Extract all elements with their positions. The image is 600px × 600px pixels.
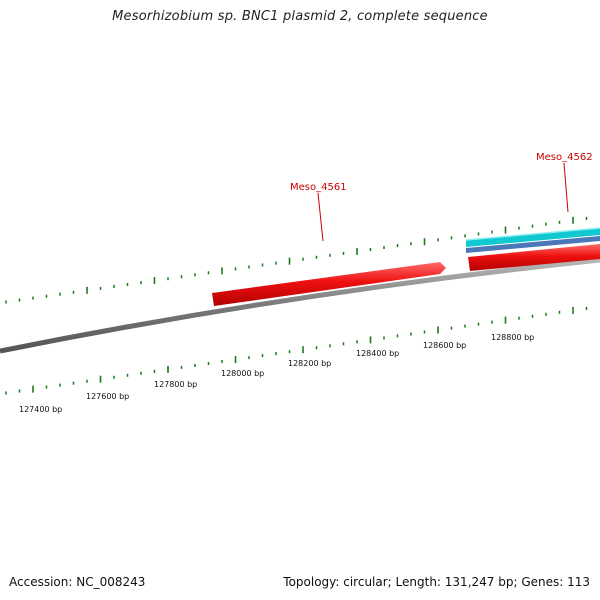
plasmid-backbone [0,257,600,354]
upper-ruler-ticks [5,216,588,304]
gene-meso-4561[interactable] [212,262,446,306]
ruler-label-127400: 127400 bp [19,405,62,414]
feature-cyan [466,228,600,247]
ruler-label-127800: 127800 bp [154,380,197,389]
gene-label-leader-4562 [563,162,569,213]
ruler-label-128200: 128200 bp [288,359,331,368]
feature-blue [466,236,600,253]
accession-text: Accession: NC_008243 [9,575,146,589]
feature-cyan-edge [465,227,600,241]
ruler-label-128400: 128400 bp [356,349,399,358]
ruler-label-128600: 128600 bp [423,341,466,350]
gene-label-leader-4561 [317,192,324,242]
gene-label-meso-4561: Meso_4561 [290,182,347,193]
gene-meso-4562[interactable] [468,244,600,271]
gene-label-meso-4562: Meso_4562 [536,152,593,163]
lower-ruler-ticks [5,306,588,395]
ruler-label-128000: 128000 bp [221,369,264,378]
map-title: Mesorhizobium sp. BNC1 plasmid 2, comple… [112,9,488,24]
ruler-label-127600: 127600 bp [86,392,129,401]
topology-summary-text: Topology: circular; Length: 131,247 bp; … [283,575,590,589]
ruler-label-128800: 128800 bp [491,333,534,342]
